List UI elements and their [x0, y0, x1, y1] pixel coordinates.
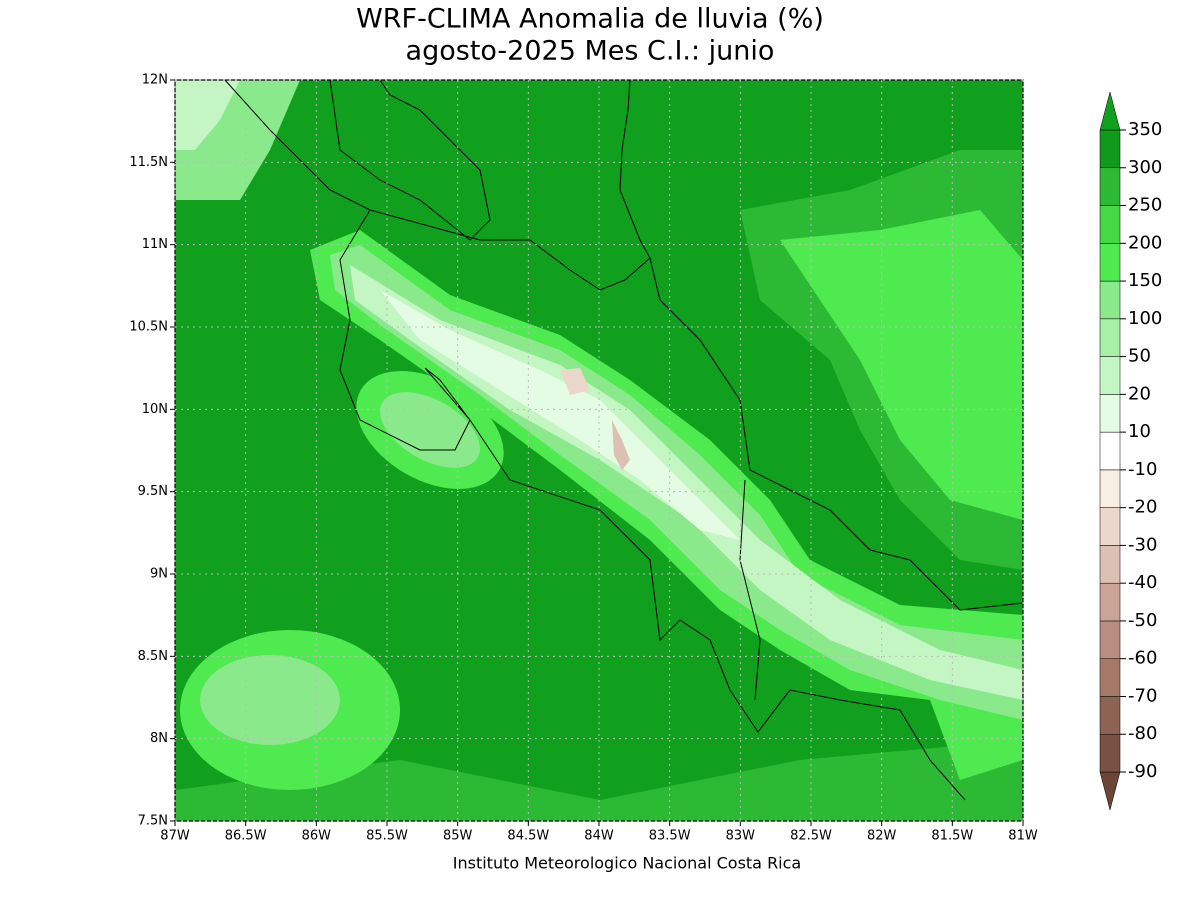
colorbar-bin: [1099, 582, 1121, 622]
colorbar-bin: [1099, 243, 1121, 282]
colorbar-bin: [1099, 280, 1121, 320]
x-tick-label: 87W: [160, 829, 190, 844]
colorbar-label: 200: [1128, 232, 1162, 253]
x-tick-label: 85W: [443, 829, 473, 844]
x-tick-label: 84.5W: [507, 829, 549, 844]
y-tick-label: 8.5N: [138, 649, 168, 664]
colorbar-bin: [1099, 507, 1121, 546]
colorbar-label: 250: [1128, 195, 1162, 216]
lake-outline: [329, 80, 491, 241]
colorbar-label: 20: [1128, 383, 1151, 404]
x-tick-label: 84W: [584, 829, 614, 844]
field-patch: [612, 420, 630, 470]
colorbar-bin: [1099, 696, 1121, 735]
colorbar-bin: [1099, 620, 1121, 659]
x-tick-label: 81.5W: [931, 829, 973, 844]
colorbar-label: -60: [1128, 648, 1157, 669]
y-tick-label: 7.5N: [138, 814, 168, 829]
field-patch: [175, 80, 240, 150]
field-patch: [380, 392, 480, 468]
colorbar-label: 100: [1128, 308, 1162, 329]
field: [175, 80, 1023, 821]
colorbar-label: -30: [1128, 534, 1157, 555]
x-tick-label: 86W: [302, 829, 332, 844]
colorbar-bin: [1099, 771, 1121, 811]
colorbar-label: -80: [1128, 723, 1157, 744]
colorbar-label: -40: [1128, 572, 1157, 593]
colorbar-label: -70: [1128, 685, 1157, 706]
coastline: [224, 80, 1023, 611]
field-patch: [560, 368, 590, 395]
colorbar-label: 10: [1128, 421, 1151, 442]
colorbar-bin: [1099, 318, 1121, 357]
x-tick-label: 83.5W: [649, 829, 691, 844]
colorbar-label: 300: [1128, 157, 1162, 178]
y-tick-label: 12N: [142, 73, 168, 88]
colorbar-label: -20: [1128, 497, 1157, 518]
coastline: [339, 209, 966, 801]
field-patch: [200, 655, 340, 745]
colorbar-bin: [1099, 469, 1121, 508]
colorbar-label: -90: [1128, 761, 1157, 782]
x-tick-label: 86.5W: [225, 829, 267, 844]
colorbar-bin: [1099, 356, 1121, 395]
colorbar-bin: [1099, 658, 1121, 697]
field-patch: [380, 290, 740, 540]
chart-subtitle: agosto-2025 Mes C.I.: junio: [406, 36, 775, 67]
border: [619, 80, 651, 259]
chart-title: WRF-CLIMA Anomalia de lluvia (%): [356, 4, 824, 35]
x-tick-label: 82.5W: [790, 829, 832, 844]
y-tick-label: 9.5N: [138, 484, 168, 499]
colorbar-bin: [1099, 129, 1121, 169]
x-tick-label: 85.5W: [366, 829, 408, 844]
colorbar-label: -50: [1128, 610, 1157, 631]
colorbar-bin: [1099, 733, 1121, 773]
x-tick-label: 82W: [867, 829, 897, 844]
colorbar-label: -10: [1128, 459, 1157, 480]
colorbar-label: 350: [1128, 119, 1162, 140]
y-tick-label: 9N: [150, 567, 168, 582]
colorbar-bin: [1099, 167, 1121, 206]
field-patch: [780, 210, 1023, 520]
colorbar-label: 150: [1128, 270, 1162, 291]
colorbar-bin: [1099, 545, 1121, 584]
y-tick-label: 11.5N: [129, 155, 168, 170]
colorbar-bin: [1099, 205, 1121, 244]
caption: Instituto Meteorologico Nacional Costa R…: [453, 854, 801, 873]
y-tick-label: 10N: [142, 402, 168, 417]
y-tick-label: 11N: [142, 237, 168, 252]
colorbar-bin: [1099, 91, 1121, 131]
x-tick-label: 83W: [726, 829, 756, 844]
colorbar-bin: [1099, 394, 1121, 433]
border: [739, 479, 761, 701]
y-tick-label: 10.5N: [129, 320, 168, 335]
x-tick-label: 81W: [1008, 829, 1038, 844]
y-tick-label: 8N: [150, 731, 168, 746]
colorbar-label: 50: [1128, 346, 1151, 367]
colorbar-bin: [1099, 431, 1121, 471]
